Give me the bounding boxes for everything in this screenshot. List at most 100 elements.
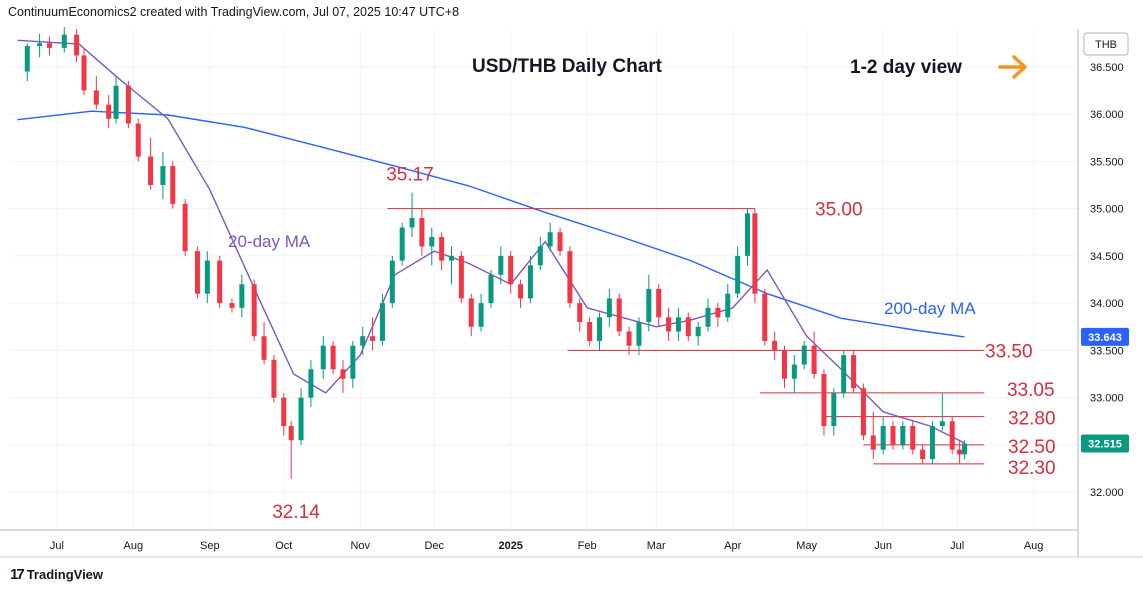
candle-body [37, 43, 43, 47]
candle-body [527, 265, 533, 299]
candle-body [725, 293, 731, 318]
candle-body [851, 355, 857, 389]
candle-body [949, 421, 955, 450]
candle-body [217, 260, 223, 304]
y-tick-label: 34.500 [1090, 251, 1124, 263]
ma200-line [17, 110, 965, 338]
candle-body [93, 90, 99, 105]
x-tick-label: Feb [578, 540, 597, 552]
candle-body [478, 303, 484, 327]
candle-body [360, 336, 366, 346]
x-tick-label: Jul [50, 540, 64, 552]
candle-body [537, 246, 543, 266]
candle-body [744, 213, 750, 256]
candle-body [962, 443, 968, 455]
candle-body [781, 350, 787, 379]
tradingview-brand[interactable]: 17 TradingView [10, 566, 103, 583]
candle-body [182, 203, 188, 252]
x-tick-label: Oct [275, 540, 292, 552]
ma200-label: 200-day MA [884, 299, 976, 318]
level-label: 32.80 [1008, 409, 1056, 430]
candle-body [735, 255, 741, 294]
candle-body [547, 232, 553, 247]
candle-body [330, 345, 336, 370]
candle-body [281, 397, 287, 427]
candle-body [498, 255, 504, 275]
level-label: 33.50 [985, 341, 1033, 362]
candle-body [488, 274, 494, 304]
x-tick-label: Jul [950, 540, 964, 552]
candle-body [204, 260, 210, 294]
x-tick-label: Aug [124, 540, 144, 552]
x-tick-label: 2025 [498, 540, 522, 552]
candle-body [113, 85, 119, 119]
candle-body [831, 392, 837, 427]
low-label: 32.14 [272, 502, 320, 523]
candle-body [298, 397, 304, 441]
level-label: 33.05 [1007, 380, 1055, 401]
candle-body [24, 46, 30, 72]
candle-body [939, 421, 945, 427]
candle-body [74, 34, 80, 56]
candle-body [439, 236, 445, 261]
candle-body [288, 426, 294, 441]
candle-body [957, 449, 963, 455]
x-tick-label: Aug [1024, 540, 1044, 552]
y-tick-label: 33.000 [1090, 393, 1124, 405]
candle-body [389, 260, 395, 304]
price-tag [1081, 434, 1129, 453]
candle-body [870, 435, 876, 450]
candle-body [646, 288, 652, 323]
arrow-right-icon [998, 55, 1027, 79]
axes: 36.500 36.000 35.500 35.000 34.500 34.000 33.5… [0, 29, 1143, 558]
y-tick-label: 36.000 [1090, 109, 1124, 121]
candle-body [900, 426, 906, 445]
candle-body [910, 426, 916, 450]
candle-body [920, 449, 926, 460]
candle-body [429, 236, 435, 247]
candle-body [409, 218, 415, 228]
candle-body [340, 369, 346, 379]
tradingview-logo-icon: 17 [10, 566, 25, 583]
candle-body [791, 364, 797, 379]
candle-body [587, 322, 593, 341]
price-tag-label: 32.515 [1088, 439, 1122, 451]
candle-body [229, 303, 235, 308]
currency-box [1083, 32, 1129, 56]
currency-label: THB [1095, 39, 1117, 51]
candle-body [557, 232, 563, 252]
candle-body [762, 293, 768, 341]
candle-body [685, 317, 691, 337]
candlesticks [24, 27, 968, 479]
candle-body [929, 426, 935, 460]
candle-body [399, 227, 405, 261]
x-tick-label: Dec [424, 540, 444, 552]
high-label: 35.17 [386, 165, 434, 186]
x-tick-label: May [796, 540, 817, 552]
candle-body [508, 255, 514, 285]
x-tick-label: Sep [200, 540, 220, 552]
level-label: 35.00 [815, 200, 863, 221]
candle-body [518, 284, 524, 299]
candle-body [449, 255, 455, 261]
candle-body [135, 123, 141, 157]
candle-body [890, 426, 896, 445]
candle-body [801, 345, 807, 365]
candle-body [567, 251, 573, 304]
ma20-label: 20-day MA [228, 232, 311, 251]
level-label: 32.50 [1008, 437, 1056, 458]
candle-body [46, 43, 52, 48]
y-tick-label: 34.000 [1090, 298, 1124, 310]
candle-body [170, 166, 176, 204]
candle-body [577, 303, 583, 323]
view-label: 1-2 day view [850, 57, 962, 78]
ma200-path [17, 110, 965, 338]
candle-body [821, 374, 827, 427]
candle-body [811, 345, 817, 375]
candle-body [715, 307, 721, 318]
y-tick-label: 32.000 [1090, 487, 1124, 499]
candle-body [194, 251, 200, 294]
x-tick-label: Apr [724, 540, 741, 552]
candle-body [616, 298, 622, 332]
